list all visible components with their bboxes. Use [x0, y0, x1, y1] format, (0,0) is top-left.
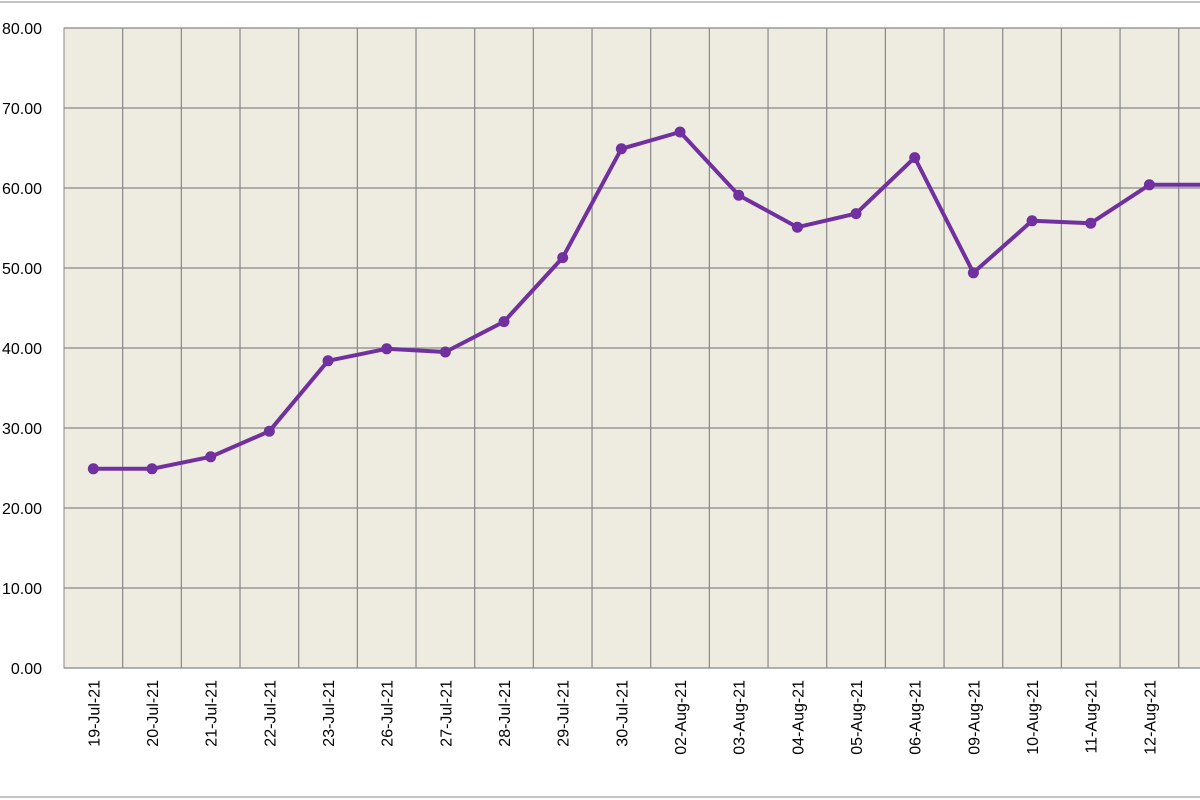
x-tick-label: 23-Jul-21 [321, 680, 338, 747]
y-tick-label: 80.00 [2, 21, 42, 38]
x-tick-label: 05-Aug-21 [849, 680, 866, 755]
x-tick-label: 20-Jul-21 [145, 680, 162, 747]
data-point [439, 346, 451, 358]
data-point [850, 208, 862, 220]
y-tick-label: 50.00 [2, 261, 42, 278]
x-tick-label: 19-Jul-21 [86, 680, 103, 747]
data-point [909, 152, 921, 164]
x-tick-label: 10-Aug-21 [1025, 680, 1042, 755]
y-tick-label: 0.00 [11, 661, 42, 678]
y-tick-label: 30.00 [2, 421, 42, 438]
series-line [93, 130, 1200, 471]
x-tick-label: 04-Aug-21 [790, 680, 807, 755]
data-point [557, 252, 569, 264]
data-point [967, 267, 979, 279]
data-point [263, 425, 275, 437]
data-point [615, 143, 627, 155]
x-tick-label: 26-Jul-21 [380, 680, 397, 747]
x-tick-label: 09-Aug-21 [966, 680, 983, 755]
data-point [322, 355, 334, 367]
x-tick-label: 03-Aug-21 [732, 680, 749, 755]
data-point [381, 343, 393, 355]
x-tick-label: 27-Jul-21 [438, 680, 455, 747]
x-tick-label: 02-Aug-21 [673, 680, 690, 755]
x-tick-label: 06-Aug-21 [908, 680, 925, 755]
x-tick-label: 28-Jul-21 [497, 680, 514, 747]
x-tick-label: 11-Aug-21 [1084, 680, 1101, 754]
data-point [146, 463, 158, 475]
x-tick-label: 12-Aug-21 [1142, 680, 1159, 755]
y-tick-label: 40.00 [2, 341, 42, 358]
data-point [791, 221, 803, 233]
data-point [498, 316, 510, 328]
y-tick-label: 10.00 [2, 581, 42, 598]
y-tick-label: 60.00 [2, 181, 42, 198]
y-tick-label: 70.00 [2, 101, 42, 118]
x-tick-label: 21-Jul-21 [204, 680, 221, 747]
data-point [1026, 215, 1038, 227]
x-tick-label: 30-Jul-21 [614, 680, 631, 747]
data-point [205, 451, 217, 463]
data-point [1143, 179, 1155, 191]
x-tick-label: 22-Jul-21 [262, 680, 279, 747]
data-point [674, 126, 686, 138]
y-tick-label: 20.00 [2, 501, 42, 518]
data-point [87, 463, 99, 475]
data-point [1085, 217, 1097, 229]
x-tick-label: 29-Jul-21 [556, 680, 573, 747]
data-point [733, 189, 745, 201]
